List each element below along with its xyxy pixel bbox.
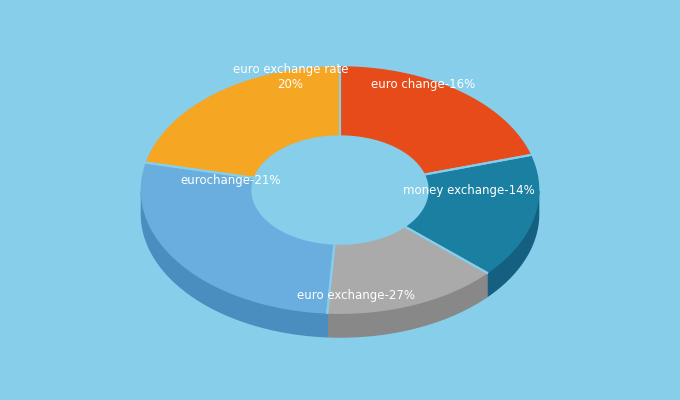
Polygon shape [340,67,530,174]
Polygon shape [487,191,539,297]
Text: euro exchange rate
20%: euro exchange rate 20% [233,63,348,91]
Text: money exchange-14%: money exchange-14% [403,184,535,196]
Polygon shape [406,190,429,251]
Polygon shape [251,191,335,269]
Polygon shape [141,163,335,313]
Text: eurochange-21%: eurochange-21% [180,174,281,187]
Polygon shape [141,191,327,337]
Polygon shape [146,67,340,178]
Polygon shape [406,155,539,273]
Text: euro exchange-27%: euro exchange-27% [297,289,415,302]
Polygon shape [327,227,487,313]
Text: euro change-16%: euro change-16% [371,78,475,91]
Polygon shape [327,273,487,337]
Polygon shape [335,227,406,269]
